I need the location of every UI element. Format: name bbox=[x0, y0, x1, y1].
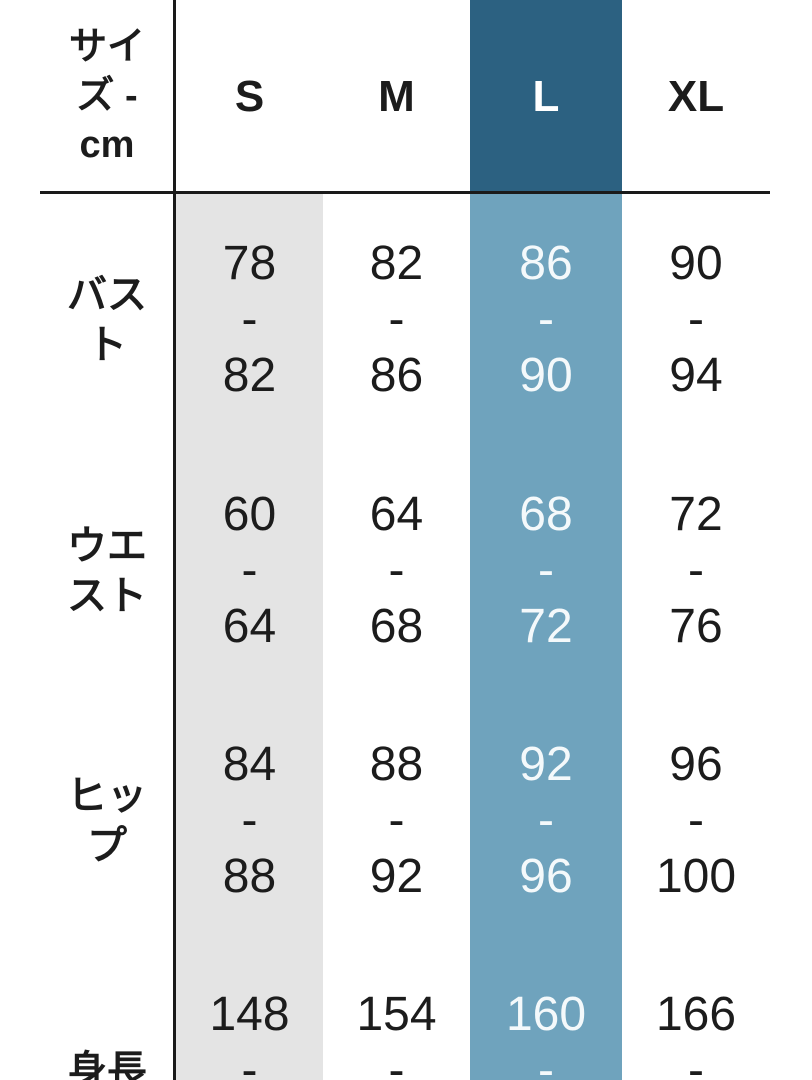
cell-dash: - bbox=[538, 1044, 554, 1080]
cell-dash: - bbox=[388, 544, 405, 597]
row-label-line: バス bbox=[67, 272, 147, 317]
cell-value-low: 78 bbox=[222, 236, 277, 290]
cell-dash: - bbox=[241, 794, 258, 847]
l-header-highlight-band bbox=[470, 0, 622, 193]
cell-value-high: 92 bbox=[369, 850, 424, 903]
row-label-line: ヒッ bbox=[67, 774, 147, 818]
cell-dash: - bbox=[688, 1044, 704, 1080]
cell-dash: - bbox=[688, 292, 704, 346]
size-table: サイ ズ - cm S M L XL バス ト 78 - 82 82 - 86 … bbox=[0, 0, 770, 1080]
cell-dash: - bbox=[241, 1044, 258, 1080]
cell-value-low: 68 bbox=[519, 488, 573, 541]
cell-value-low: 64 bbox=[369, 488, 424, 541]
cell-value-high: 86 bbox=[369, 348, 424, 402]
cell-value-low: 88 bbox=[369, 738, 424, 791]
row-label-line: プ bbox=[87, 824, 127, 868]
cell-hip-m: 88 - 92 bbox=[323, 696, 470, 946]
cell-value-high: 82 bbox=[222, 348, 277, 402]
cell-waist-xl: 72 - 76 bbox=[622, 446, 770, 696]
cell-dash: - bbox=[538, 292, 554, 346]
row-label-line: 身長 bbox=[67, 1049, 147, 1080]
cell-value-high: 88 bbox=[222, 850, 277, 903]
cell-value-high: 76 bbox=[669, 600, 723, 653]
row-label-line: ト bbox=[87, 322, 127, 367]
row-label-line: ウエ bbox=[67, 524, 147, 568]
corner-header-line: ズ - bbox=[76, 75, 138, 117]
cell-value-high: 64 bbox=[222, 600, 277, 653]
corner-header-line: サイ bbox=[68, 26, 145, 68]
cell-height-l: 160 - bbox=[470, 946, 622, 1080]
cell-value-low: 96 bbox=[669, 738, 723, 791]
column-header-l: L bbox=[532, 71, 560, 121]
cell-value-low: 82 bbox=[369, 236, 424, 290]
cell-value-high: 96 bbox=[519, 850, 573, 903]
cell-waist-l: 68 - 72 bbox=[470, 446, 622, 696]
cell-value-low: 90 bbox=[669, 236, 723, 290]
cell-hip-l: 92 - 96 bbox=[470, 696, 622, 946]
cell-value-high: 94 bbox=[669, 348, 723, 402]
corner-header-line: cm bbox=[79, 124, 135, 166]
s-column-stripe bbox=[176, 193, 323, 1080]
cell-value-high: 68 bbox=[369, 600, 424, 653]
cell-value-low: 86 bbox=[519, 236, 573, 290]
cell-value-high: 100 bbox=[655, 850, 737, 903]
cell-value-low: 154 bbox=[356, 988, 437, 1041]
cell-dash: - bbox=[388, 794, 405, 847]
cell-dash: - bbox=[688, 544, 704, 597]
l-column-highlight-band bbox=[470, 193, 622, 1080]
row-label-hip: ヒッ プ bbox=[0, 696, 176, 946]
cell-dash: - bbox=[241, 544, 258, 597]
cell-value-low: 60 bbox=[222, 488, 277, 541]
cell-dash: - bbox=[388, 292, 405, 346]
cell-dash: - bbox=[388, 1044, 405, 1080]
row-label-line: スト bbox=[67, 574, 147, 618]
cell-value-low: 148 bbox=[209, 988, 290, 1041]
column-header-m: M bbox=[378, 71, 415, 121]
header-divider bbox=[40, 191, 770, 194]
cell-bust-xl: 90 - 94 bbox=[622, 193, 770, 446]
cell-hip-xl: 96 - 100 bbox=[622, 696, 770, 946]
cell-waist-m: 64 - 68 bbox=[323, 446, 470, 696]
vertical-divider bbox=[173, 0, 176, 1080]
row-label-height: 身長 bbox=[0, 946, 176, 1080]
cell-value-high: 90 bbox=[519, 348, 573, 402]
cell-dash: - bbox=[688, 794, 704, 847]
cell-bust-l: 86 - 90 bbox=[470, 193, 622, 446]
row-label-bust: バス ト bbox=[0, 193, 176, 446]
cell-hip-s: 84 - 88 bbox=[176, 696, 323, 946]
cell-dash: - bbox=[538, 544, 554, 597]
cell-dash: - bbox=[538, 794, 554, 847]
column-header-s: S bbox=[234, 71, 265, 121]
cell-waist-s: 60 - 64 bbox=[176, 446, 323, 696]
cell-value-low: 72 bbox=[669, 488, 723, 541]
cell-height-s: 148 - bbox=[176, 946, 323, 1080]
cell-value-low: 84 bbox=[222, 738, 277, 791]
row-label-waist: ウエ スト bbox=[0, 446, 176, 696]
cell-dash: - bbox=[241, 292, 258, 346]
column-header-xl: XL bbox=[667, 71, 725, 121]
cell-value-high: 72 bbox=[519, 600, 573, 653]
cell-bust-m: 82 - 86 bbox=[323, 193, 470, 446]
cell-value-low: 160 bbox=[505, 988, 587, 1041]
cell-bust-s: 78 - 82 bbox=[176, 193, 323, 446]
cell-height-xl: 166 - bbox=[622, 946, 770, 1080]
cell-value-low: 92 bbox=[519, 738, 573, 791]
cell-value-low: 166 bbox=[655, 988, 737, 1041]
cell-height-m: 154 - bbox=[323, 946, 470, 1080]
corner-header: サイ ズ - cm bbox=[0, 0, 176, 193]
